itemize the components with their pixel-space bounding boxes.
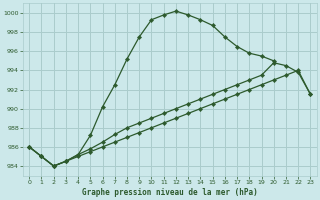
X-axis label: Graphe pression niveau de la mer (hPa): Graphe pression niveau de la mer (hPa) <box>82 188 258 197</box>
